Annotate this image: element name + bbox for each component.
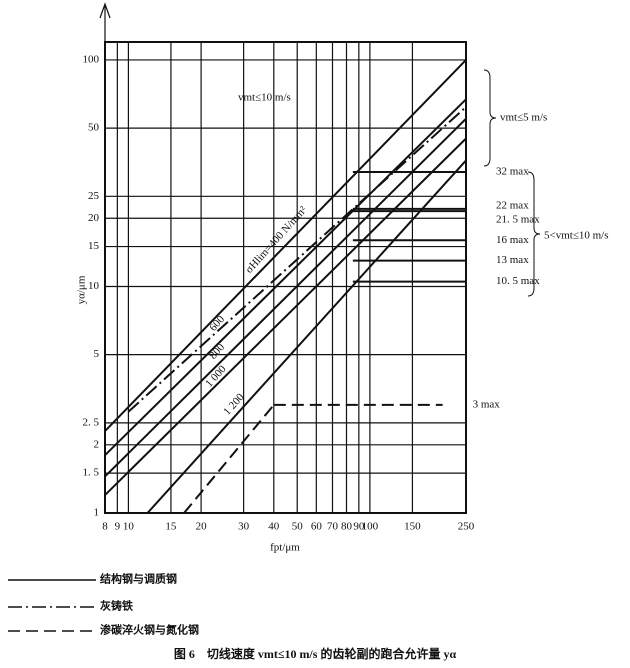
legend-label: 渗碳淬火钢与氮化钢 — [100, 623, 199, 637]
y-tick-label: 15 — [88, 240, 100, 252]
limit-label: 21. 5 max — [496, 214, 540, 226]
series-line — [183, 404, 275, 514]
y-tick-label: 1 — [94, 507, 100, 519]
annotation: vmt≤5 m/s — [500, 112, 547, 124]
y-axis-label: yα/μm — [76, 275, 88, 304]
brace — [483, 69, 497, 167]
y-tick-label: 1. 5 — [83, 467, 100, 479]
series-line — [127, 106, 467, 413]
series-line — [104, 118, 467, 478]
x-tick-label: 20 — [196, 521, 208, 533]
y-axis-arrow — [99, 2, 111, 19]
x-tick-label: 250 — [458, 521, 475, 533]
x-tick-label: 30 — [238, 521, 250, 533]
limit-label: 10. 5 max — [496, 275, 540, 287]
x-tick-label: 9 — [115, 521, 121, 533]
legend-label: 结构钢与调质钢 — [99, 572, 177, 586]
x-axis-label: fpt/μm — [270, 542, 300, 554]
y-tick-label: 50 — [88, 122, 100, 134]
x-tick-label: 10 — [123, 521, 135, 533]
x-tick-label: 90 — [353, 521, 365, 533]
annotation: vmt≤10 m/s — [238, 92, 291, 104]
y-tick-label: 20 — [88, 212, 100, 224]
series-line — [104, 98, 467, 456]
y-tick-label: 100 — [83, 53, 100, 65]
line-label: σHlim=400 N/mm² — [243, 204, 310, 276]
series-line — [104, 137, 467, 496]
x-tick-label: 50 — [292, 521, 304, 533]
x-tick-label: 15 — [165, 521, 177, 533]
y-tick-label: 2 — [94, 438, 100, 450]
x-tick-label: 8 — [102, 521, 108, 533]
y-tick-label: 10 — [88, 280, 100, 292]
x-tick-label: 70 — [327, 521, 339, 533]
y-tick-label: 2. 5 — [83, 416, 100, 428]
x-tick-label: 60 — [311, 521, 323, 533]
annotation: 5<vmt≤10 m/s — [544, 230, 609, 242]
x-tick-label: 80 — [341, 521, 353, 533]
brace — [527, 171, 541, 297]
limit-label: 13 max — [496, 254, 529, 266]
y-tick-label: 25 — [88, 190, 100, 202]
limit-label: 16 max — [496, 234, 529, 246]
limit-label: 32 max — [496, 166, 529, 178]
x-tick-label: 40 — [268, 521, 280, 533]
series-line — [104, 59, 467, 432]
chart-title: 图 6 切线速度 vmt≤10 m/s 的齿轮副的跑合允许量 yα — [174, 646, 457, 661]
series-line — [146, 159, 467, 514]
x-tick-label: 150 — [404, 521, 421, 533]
limit-label: 3 max — [473, 398, 501, 410]
limit-label: 22 max — [496, 199, 529, 211]
y-tick-label: 5 — [94, 348, 100, 360]
x-tick-label: 100 — [362, 521, 379, 533]
legend-label: 灰铸铁 — [100, 599, 133, 613]
